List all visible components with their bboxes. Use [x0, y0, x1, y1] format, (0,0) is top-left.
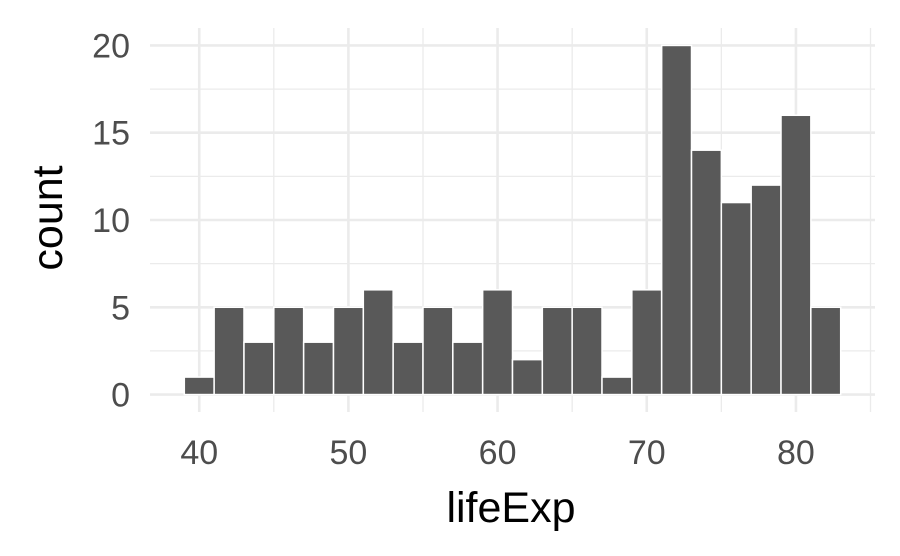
x-tick-label: 60 [479, 434, 517, 472]
y-tick-label: 5 [111, 289, 130, 327]
histogram-bar [690, 149, 723, 396]
histogram-bar [273, 306, 305, 396]
y-tick-label: 10 [92, 202, 130, 240]
histogram-bar [422, 306, 454, 396]
histogram-bar [660, 44, 693, 396]
x-tick-label: 40 [180, 434, 218, 472]
histogram-bar [631, 289, 663, 396]
x-axis-title: lifeExp [446, 484, 575, 532]
y-tick-labels: 0 5 10 15 20 [92, 27, 130, 414]
histogram-bar [810, 306, 842, 396]
histogram-bar [362, 289, 394, 396]
x-tick-label: 80 [777, 434, 815, 472]
y-tick-label: 0 [111, 377, 130, 415]
histogram-bar [780, 114, 812, 396]
histogram-bar [302, 341, 335, 396]
y-axis-title: count [24, 165, 72, 270]
x-tick-label: 50 [329, 434, 367, 472]
histogram-bar [541, 306, 573, 396]
bars-layer [183, 44, 842, 396]
histogram-bar [511, 358, 544, 396]
x-tick-label: 70 [628, 434, 666, 472]
histogram-bar [452, 341, 484, 396]
y-tick-label: 15 [92, 115, 130, 153]
histogram-bar [183, 376, 215, 396]
histogram-bar [750, 184, 782, 396]
histogram-bar [213, 306, 245, 396]
x-tick-labels: 40 50 60 70 80 [180, 434, 815, 472]
histogram-bar [720, 201, 752, 396]
histogram-bar [601, 376, 633, 396]
histogram-bar [392, 341, 424, 396]
histogram-bar [571, 306, 603, 396]
y-tick-label: 20 [92, 27, 130, 65]
histogram-bar [243, 341, 275, 396]
histogram-bar [481, 289, 514, 396]
histogram-bar [332, 306, 365, 396]
